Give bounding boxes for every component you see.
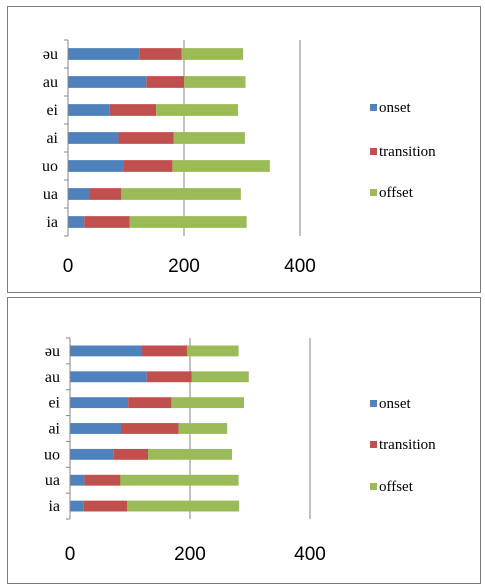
bar-offset-əu <box>187 345 239 357</box>
bar-transition-əu <box>139 48 182 60</box>
category-label-uo: uo <box>42 158 58 175</box>
bar-transition-ai <box>118 132 174 144</box>
bar-onset-ua <box>70 474 85 486</box>
bar-onset-ei <box>70 397 129 409</box>
x-tick-label-400: 400 <box>284 256 316 277</box>
x-tick-label-0: 0 <box>65 544 76 565</box>
bar-onset-ia <box>70 500 84 512</box>
category-label-ei: ei <box>46 102 58 119</box>
legend-swatch-offset <box>370 189 377 196</box>
bar-onset-əu <box>70 345 142 357</box>
category-label-əu: əu <box>45 343 60 360</box>
category-label-əu: əu <box>43 46 58 63</box>
legend-label-offset: offset <box>379 185 414 201</box>
bar-transition-ei <box>128 397 172 409</box>
bar-transition-uo <box>113 448 148 460</box>
bar-onset-ua <box>68 188 90 200</box>
legend-swatch-onset <box>370 400 377 407</box>
category-label-ei: ei <box>48 395 60 412</box>
bar-offset-ua <box>121 188 241 200</box>
x-tick-label-0: 0 <box>63 256 74 277</box>
chart-panel-bottom: ia ua uo ai ei au əu 0 200 400 onset transition offs… <box>7 297 481 584</box>
bar-onset-ei <box>68 104 110 116</box>
x-tick-label-200: 200 <box>174 544 206 565</box>
chart-top: ia ua uo ai ei au əu 0 200 400 onset transition offs… <box>42 39 436 277</box>
x-tick-label-400: 400 <box>294 544 326 565</box>
bar-transition-əu <box>142 345 187 357</box>
bar-onset-əu <box>68 48 140 60</box>
bar-offset-ei <box>156 104 238 116</box>
bar-offset-uo <box>148 448 232 460</box>
bar-offset-əu <box>181 48 244 60</box>
bar-transition-ia <box>83 500 127 512</box>
bar-onset-ai <box>68 132 119 144</box>
category-label-ai: ai <box>48 421 60 438</box>
bar-transition-au <box>146 371 192 383</box>
legend-label-onset: onset <box>379 396 411 412</box>
category-label-au: au <box>43 74 58 91</box>
category-label-uo: uo <box>44 446 60 463</box>
legend-label-onset: onset <box>379 100 411 116</box>
bar-transition-uo <box>123 160 173 172</box>
bar-onset-au <box>68 76 147 88</box>
chart-panel-top: ia ua uo ai ei au əu 0 200 400 onset transition offs… <box>7 6 481 293</box>
legend-label-transition: transition <box>379 437 436 453</box>
bar-offset-ai <box>178 423 228 434</box>
bar-offset-ua <box>120 474 239 486</box>
legend-label-offset: offset <box>379 479 414 495</box>
legend-swatch-transition <box>370 441 377 448</box>
bar-onset-ai <box>70 423 121 434</box>
bar-offset-ai <box>173 132 245 144</box>
bar-onset-uo <box>70 448 114 460</box>
bar-transition-ia <box>84 216 130 228</box>
bar-offset-ia <box>127 500 240 512</box>
bar-offset-ei <box>171 397 244 409</box>
legend-swatch-transition <box>370 148 377 155</box>
legend-label-transition: transition <box>379 144 436 160</box>
bar-transition-au <box>146 76 184 88</box>
category-label-ia: ia <box>46 214 58 231</box>
bar-onset-ia <box>68 216 85 228</box>
category-label-ua: ua <box>45 472 60 489</box>
category-label-ai: ai <box>46 130 58 147</box>
bar-offset-au <box>191 371 249 383</box>
category-label-ia: ia <box>48 498 60 515</box>
bar-onset-au <box>70 371 147 383</box>
category-label-ua: ua <box>43 186 58 203</box>
category-label-au: au <box>45 369 60 386</box>
x-tick-label-200: 200 <box>168 256 200 277</box>
bar-transition-ai <box>121 423 179 434</box>
legend-swatch-offset <box>370 483 377 490</box>
bar-transition-ei <box>109 104 157 116</box>
bar-offset-ia <box>129 216 247 228</box>
bar-offset-au <box>184 76 246 88</box>
chart-bottom: ia ua uo ai ei au əu 0 200 400 onset transition offs… <box>44 337 436 565</box>
bar-onset-uo <box>68 160 124 172</box>
bar-transition-ua <box>84 474 121 486</box>
bar-offset-uo <box>172 160 270 172</box>
legend-swatch-onset <box>370 104 377 111</box>
bar-transition-ua <box>89 188 122 200</box>
